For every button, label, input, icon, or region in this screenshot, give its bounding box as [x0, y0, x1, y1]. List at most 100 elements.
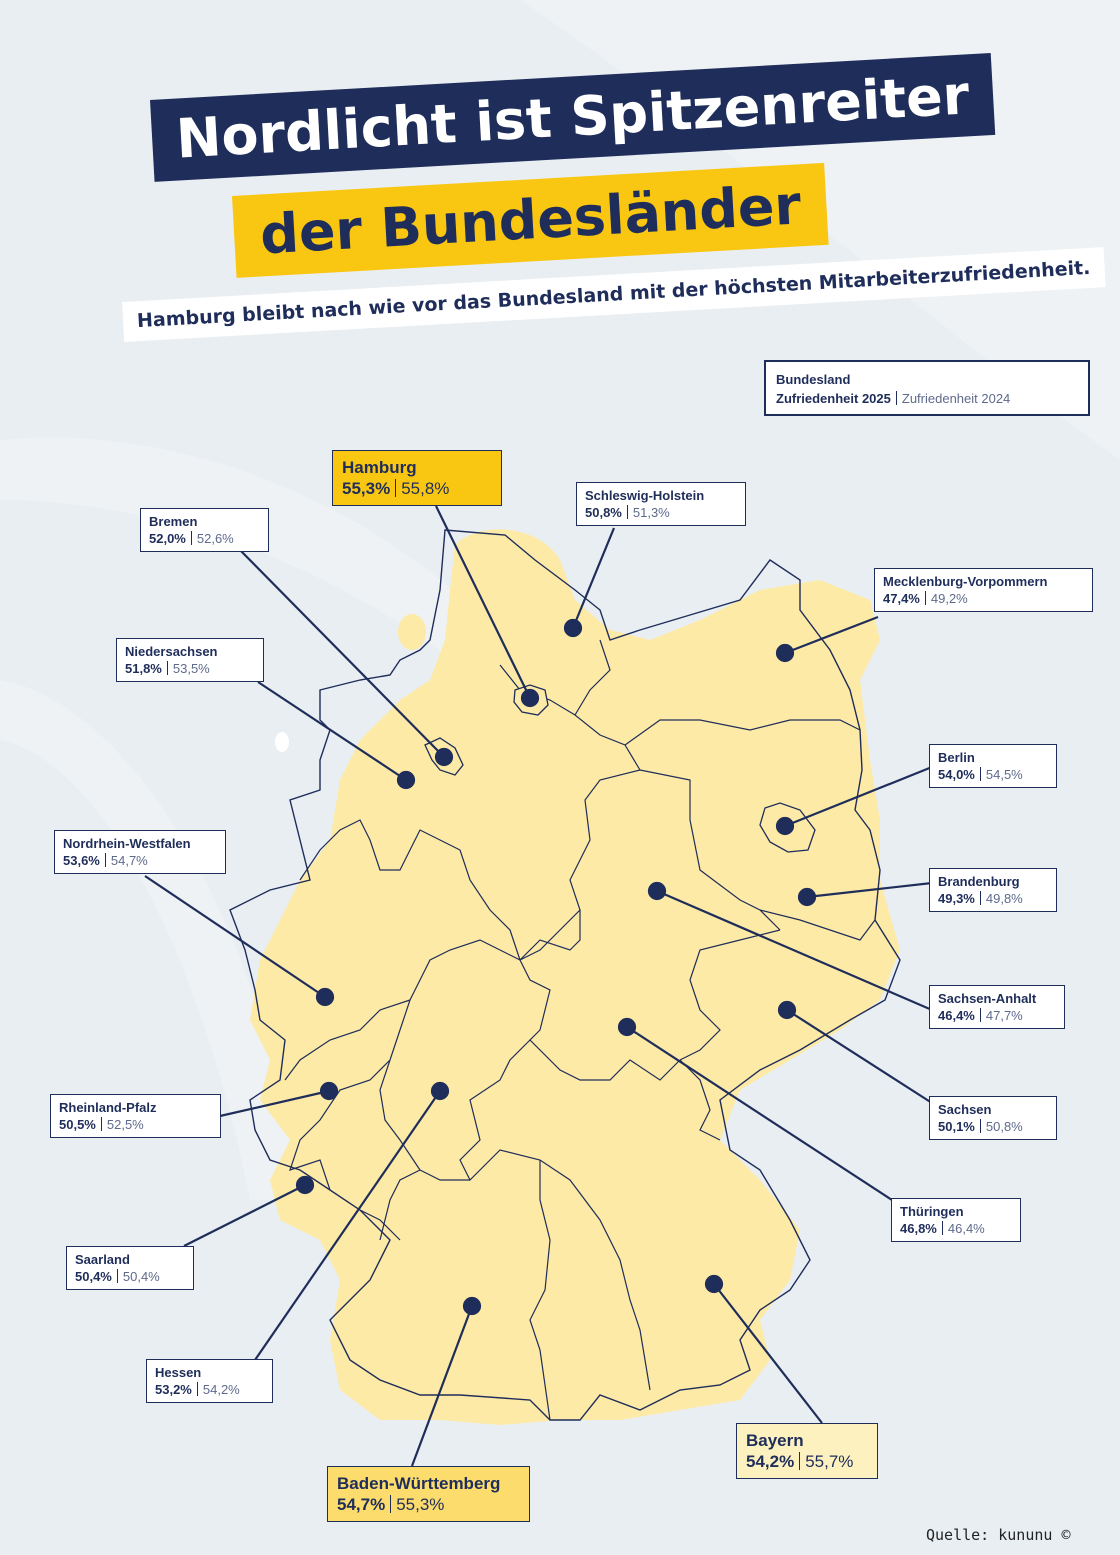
label-schleswig-holstein[interactable]: Schleswig-Holstein 50,8% 51,3%: [576, 482, 746, 526]
state-name: Hamburg: [342, 458, 417, 477]
state-name: Brandenburg: [938, 874, 1020, 889]
state-name: Bayern: [746, 1431, 804, 1450]
marker-sachsen[interactable]: [777, 1000, 797, 1020]
marker-hessen[interactable]: [430, 1081, 450, 1101]
legend-title: Bundesland: [776, 372, 851, 387]
marker-thueringen[interactable]: [617, 1017, 637, 1037]
value-separator: [979, 767, 981, 781]
map-fill-island: [398, 614, 426, 650]
value-separator: [799, 1452, 801, 1470]
value-2024: 54,2%: [202, 1382, 240, 1397]
value-2025: 47,4%: [883, 591, 920, 606]
label-hamburg[interactable]: Hamburg 55,3% 55,8%: [332, 450, 502, 506]
state-name: Baden-Württemberg: [337, 1474, 501, 1493]
source-credit: Quelle: kununu ©: [926, 1526, 1071, 1544]
value-2024: 50,8%: [985, 1119, 1023, 1134]
value-2024: 54,5%: [985, 767, 1023, 782]
label-mecklenburg-vorpommern[interactable]: Mecklenburg-Vorpommern 47,4% 49,2%: [874, 568, 1093, 612]
label-bayern[interactable]: Bayern 54,2% 55,7%: [736, 1423, 878, 1479]
marker-schleswig-holstein[interactable]: [563, 618, 583, 638]
leader-line-mecklenburg-vorpommern: [784, 615, 879, 655]
value-2025: 46,8%: [900, 1221, 937, 1236]
value-2025: 50,5%: [59, 1117, 96, 1132]
leader-line-rheinland-pfalz: [219, 1089, 330, 1118]
value-separator: [979, 891, 981, 905]
marker-baden-wuerttemberg[interactable]: [462, 1296, 482, 1316]
marker-nordrhein-westfalen[interactable]: [315, 987, 335, 1007]
value-2024: 47,7%: [985, 1008, 1023, 1023]
map-fill-island: [275, 732, 289, 752]
value-2025: 54,2%: [746, 1452, 795, 1471]
value-separator: [626, 505, 628, 519]
leader-line-sachsen-anhalt: [656, 889, 933, 1012]
label-nordrhein-westfalen[interactable]: Nordrhein-Westfalen 53,6% 54,7%: [54, 830, 226, 874]
marker-berlin[interactable]: [775, 816, 795, 836]
state-name: Niedersachsen: [125, 644, 218, 659]
value-2025: 52,0%: [149, 531, 186, 546]
label-sachsen[interactable]: Sachsen 50,1% 50,8%: [929, 1096, 1057, 1140]
label-sachsen-anhalt[interactable]: Sachsen-Anhalt 46,4% 47,7%: [929, 985, 1065, 1029]
marker-sachsen-anhalt[interactable]: [647, 881, 667, 901]
value-separator: [100, 1117, 102, 1131]
state-name: Nordrhein-Westfalen: [63, 836, 191, 851]
label-saarland[interactable]: Saarland 50,4% 50,4%: [66, 1246, 194, 1290]
value-2025: 53,2%: [155, 1382, 192, 1397]
value-separator: [390, 1495, 392, 1513]
marker-bremen[interactable]: [434, 747, 454, 767]
state-name: Schleswig-Holstein: [585, 488, 705, 503]
value-2024: 53,5%: [172, 661, 210, 676]
value-2024: 52,6%: [196, 531, 234, 546]
marker-hamburg[interactable]: [520, 688, 540, 708]
marker-bayern[interactable]: [704, 1274, 724, 1294]
marker-mecklenburg-vorpommern[interactable]: [775, 643, 795, 663]
leader-line-bayern: [713, 1283, 823, 1424]
leader-line-brandenburg: [806, 881, 933, 899]
value-separator: [196, 1382, 198, 1396]
marker-saarland[interactable]: [295, 1175, 315, 1195]
label-rheinland-pfalz[interactable]: Rheinland-Pfalz 50,5% 52,5%: [50, 1094, 221, 1138]
legend-current-label: Zufriedenheit 2025: [776, 391, 891, 406]
state-name: Berlin: [938, 750, 975, 765]
value-2024: 49,2%: [930, 591, 968, 606]
leader-line-bremen: [239, 549, 445, 758]
legend: Bundesland Zufriedenheit 2025 Zufriedenhe…: [764, 360, 1090, 416]
value-2024: 46,4%: [947, 1221, 985, 1236]
marker-niedersachsen[interactable]: [396, 770, 416, 790]
map-fill: [250, 529, 900, 1425]
marker-brandenburg[interactable]: [797, 887, 817, 907]
legend-previous-label: Zufriedenheit 2024: [901, 391, 1011, 406]
label-niedersachsen[interactable]: Niedersachsen 51,8% 53,5%: [116, 638, 264, 682]
marker-rheinland-pfalz[interactable]: [319, 1081, 339, 1101]
value-2025: 54,7%: [337, 1495, 386, 1514]
leader-line-saarland: [183, 1184, 306, 1247]
leader-line-thueringen: [626, 1026, 896, 1203]
state-name: Saarland: [75, 1252, 130, 1267]
label-brandenburg[interactable]: Brandenburg 49,3% 49,8%: [929, 868, 1057, 912]
state-name: Sachsen-Anhalt: [938, 991, 1037, 1006]
value-2025: 50,1%: [938, 1119, 975, 1134]
leader-line-schleswig-holstein: [571, 527, 616, 629]
state-markers: [144, 505, 933, 1467]
value-separator: [979, 1119, 981, 1133]
legend-separator: [895, 391, 897, 405]
label-bremen[interactable]: Bremen 52,0% 52,6%: [140, 508, 269, 552]
state-borders: [284, 639, 876, 1421]
label-thueringen[interactable]: Thüringen 46,8% 46,4%: [891, 1198, 1021, 1242]
leader-line-sachsen: [786, 1009, 933, 1104]
leader-line-baden-wuerttemberg: [410, 1305, 474, 1467]
value-2024: 55,3%: [396, 1495, 445, 1514]
label-berlin[interactable]: Berlin 54,0% 54,5%: [929, 744, 1057, 788]
state-name: Hessen: [155, 1365, 202, 1380]
value-2025: 50,4%: [75, 1269, 112, 1284]
value-separator: [166, 661, 168, 675]
value-2025: 51,8%: [125, 661, 162, 676]
value-2025: 50,8%: [585, 505, 622, 520]
value-2024: 55,8%: [401, 479, 450, 498]
value-2024: 54,7%: [110, 853, 148, 868]
value-2025: 53,6%: [63, 853, 100, 868]
value-2025: 49,3%: [938, 891, 975, 906]
label-baden-wuerttemberg[interactable]: Baden-Württemberg 54,7% 55,3%: [327, 1466, 530, 1522]
label-hessen[interactable]: Hessen 53,2% 54,2%: [146, 1359, 273, 1403]
leader-line-hamburg: [435, 505, 531, 699]
